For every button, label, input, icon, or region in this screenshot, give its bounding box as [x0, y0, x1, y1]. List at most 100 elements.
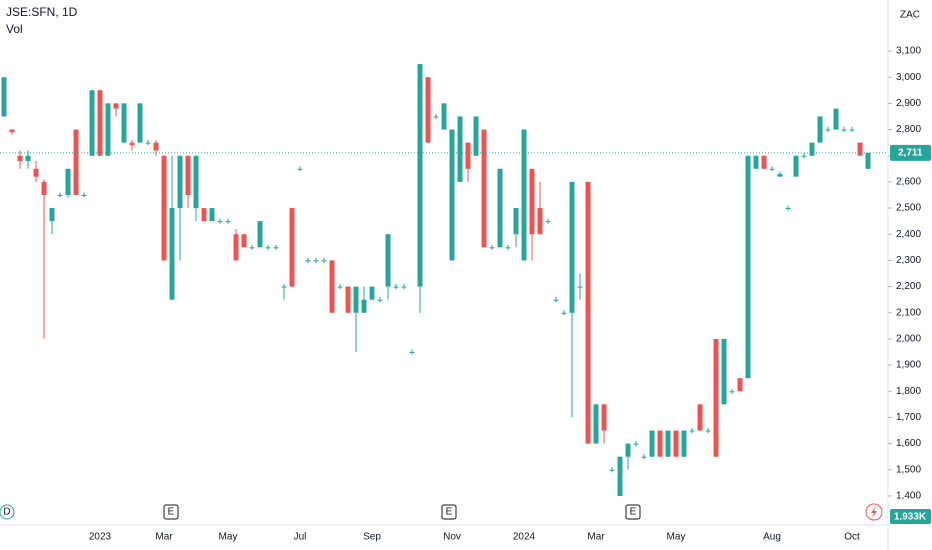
candle-body: [65, 168, 71, 195]
candle-body: [297, 168, 303, 170]
candle-body: [825, 129, 831, 131]
candle-body: [521, 129, 527, 261]
candle-body: [169, 208, 175, 300]
candle-body: [809, 142, 815, 156]
event-marker[interactable]: [0, 504, 15, 520]
candle-body: [185, 155, 191, 195]
candle-body: [17, 155, 23, 161]
volume-badge: [890, 509, 931, 524]
event-earnings[interactable]: E: [625, 504, 641, 520]
x-tick-label: Jul: [294, 532, 307, 543]
candle-body: [697, 404, 703, 431]
candle-body: [689, 430, 695, 432]
x-tick-label: Mar: [587, 532, 605, 543]
candle-body: [129, 142, 135, 146]
candle-body: [313, 260, 319, 262]
candle-body: [681, 430, 687, 457]
candle-body: [841, 129, 847, 131]
candle-body: [353, 286, 359, 313]
y-tick-label: 1,800: [896, 386, 921, 397]
candle-body: [849, 129, 855, 131]
candle-body: [705, 430, 711, 432]
candle-body: [249, 247, 255, 249]
candle-body: [585, 181, 591, 444]
candle-body: [649, 430, 655, 457]
event-earnings[interactable]: E: [441, 504, 457, 520]
candle-body: [833, 108, 839, 130]
event-earnings[interactable]: E: [163, 504, 179, 520]
candle-body: [489, 247, 495, 249]
candle-body: [713, 338, 719, 457]
candle-body: [657, 430, 663, 457]
candle-body: [73, 129, 79, 195]
candle-body: [345, 286, 351, 313]
last-price-badge: [890, 144, 931, 161]
candle-body: [785, 208, 791, 210]
y-tick-label: 1,500: [896, 464, 921, 475]
candle-body: [121, 103, 127, 143]
candle-body: [433, 116, 439, 118]
candle-body: [305, 260, 311, 262]
candle-body: [257, 221, 263, 248]
event-label[interactable]: E: [168, 507, 175, 518]
candle-body: [457, 116, 463, 182]
event-label[interactable]: D: [3, 507, 10, 518]
candle-body: [417, 64, 423, 287]
candle-body: [497, 168, 503, 248]
y-tick-label: 1,700: [896, 412, 921, 423]
event-marker[interactable]: [625, 504, 641, 520]
candle-body: [761, 155, 767, 169]
event-marker[interactable]: [441, 504, 457, 520]
candle-body: [25, 155, 31, 161]
candle-body: [217, 221, 223, 223]
candle-body: [537, 208, 543, 235]
volume-badge-label: 1.933K: [894, 512, 927, 523]
candle-body: [793, 155, 799, 177]
candle-body: [561, 312, 567, 314]
candle-body: [153, 142, 159, 151]
candle-body: [593, 404, 599, 444]
icon[interactable]: [871, 506, 877, 518]
candle-body: [377, 299, 383, 301]
candle-body: [201, 208, 207, 222]
candle-body: [361, 299, 367, 313]
candle-body: [209, 208, 215, 222]
candle-body: [9, 129, 15, 133]
candle-body: [385, 234, 391, 287]
candle-body: [1, 77, 7, 117]
y-tick-label: 1,900: [896, 360, 921, 371]
x-tick-label: Mar: [155, 532, 173, 543]
candle-body: [369, 286, 375, 300]
candle-body: [337, 286, 343, 288]
candle-body: [465, 142, 471, 169]
y-tick-label: 2,100: [896, 307, 921, 318]
volume-title: Vol: [6, 22, 23, 36]
candle-body: [225, 221, 231, 223]
candle-body: [193, 155, 199, 209]
candle-body: [145, 142, 151, 144]
event-marker[interactable]: [163, 504, 179, 520]
candle-body: [665, 430, 671, 457]
candle-body: [641, 456, 647, 458]
candle-body: [721, 338, 727, 405]
candle-body: [41, 181, 47, 195]
candle-body: [273, 247, 279, 249]
candle-body: [409, 352, 415, 354]
candle-body: [321, 260, 327, 262]
lightning-button[interactable]: [865, 503, 883, 521]
x-tick-label: Oct: [844, 532, 860, 543]
event-dividend[interactable]: D: [0, 504, 15, 520]
candle-body: [617, 456, 623, 496]
x-tick-label: May: [667, 532, 686, 543]
x-tick-label: Nov: [443, 532, 461, 543]
event-label[interactable]: E: [630, 507, 637, 518]
candle-body: [569, 181, 575, 313]
y-tick-label: 2,400: [896, 229, 921, 240]
candle-body: [281, 286, 287, 288]
candle-body: [673, 430, 679, 457]
candle-body: [625, 443, 631, 457]
candle-body: [265, 247, 271, 249]
event-label[interactable]: E: [446, 507, 453, 518]
